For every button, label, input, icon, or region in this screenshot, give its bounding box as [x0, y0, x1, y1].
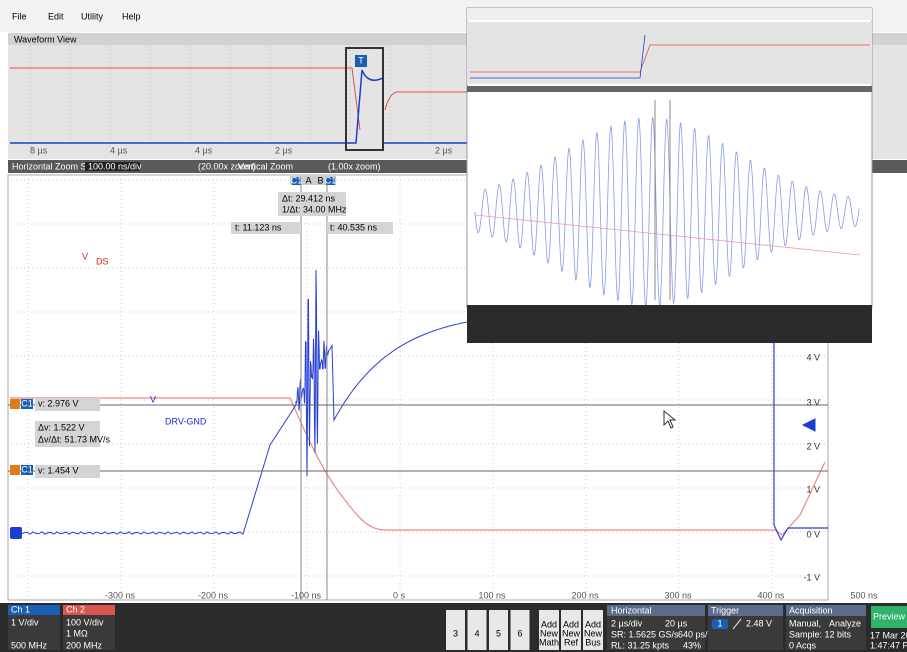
time-label: -300 ns — [105, 590, 136, 600]
badge-label: C1 — [21, 398, 33, 408]
channel-button-label[interactable]: 4 — [474, 628, 479, 638]
panel-text: 1 — [717, 618, 722, 628]
channel-button-label[interactable]: 5 — [496, 628, 501, 638]
channel-title: Ch 1 — [11, 604, 30, 614]
inset-zoom — [467, 86, 872, 92]
ch1-ground-marker — [10, 527, 22, 539]
time-label: 100 ns — [478, 590, 506, 600]
panel-title: Acquisition — [789, 605, 833, 615]
voltage-label: 4 V — [806, 352, 820, 362]
cursor-readout-text: t: 40.535 ns — [330, 222, 378, 232]
panel-text: Analyze — [829, 618, 861, 628]
cursor-readout-text: 1/Δt: 34.00 MHz — [282, 204, 347, 214]
menu-item[interactable]: Help — [122, 11, 141, 21]
panel-text: RL: 31.25 kpts — [611, 640, 670, 650]
overview-time-label: 8 µs — [30, 145, 48, 155]
add-new-label[interactable]: Bus — [585, 637, 601, 647]
signal-label: V — [150, 394, 156, 404]
panel-text: 0 Acqs — [789, 640, 817, 650]
time-label: -200 ns — [198, 590, 229, 600]
channel-setting: 1 V/div — [11, 617, 39, 627]
inset-overview — [467, 22, 872, 84]
panel-text: 43% — [683, 640, 701, 650]
channel-title: Ch 2 — [66, 604, 85, 614]
cursor-tag — [10, 399, 20, 409]
panel-text: Sample: 12 bits — [789, 629, 852, 639]
time-label: 0 s — [393, 590, 406, 600]
overview-title: Waveform View — [14, 34, 77, 44]
time-label: 300 ns — [664, 590, 692, 600]
panel-title: Trigger — [711, 605, 739, 615]
panel-text: 2.48 V — [746, 618, 772, 628]
badge-label: C1 — [291, 175, 303, 185]
add-new-label[interactable]: Math — [539, 637, 559, 647]
overview-time-label: 4 µs — [110, 145, 128, 155]
menu-item[interactable]: Utility — [81, 11, 103, 21]
channel-setting: 500 MHz — [11, 640, 48, 650]
badge-label: C1 — [21, 464, 33, 474]
menu-item[interactable]: Edit — [48, 11, 64, 21]
inset-status — [467, 305, 872, 343]
voltage-label: 0 V — [806, 529, 820, 539]
oscilloscope-screen: File Edit Utility Help Waveform View T 8 µs 4 µ… — [0, 0, 907, 652]
inset-menu — [467, 8, 872, 20]
date: 17 Mar 202 — [870, 630, 907, 640]
cursor-readout-text: t: 11.123 ns — [235, 222, 282, 232]
voltage-label: 3 V — [806, 397, 820, 407]
channel-setting: 200 MHz — [66, 640, 103, 650]
signal-label: DRV-GND — [165, 416, 207, 426]
voltage-label: 1 V — [806, 484, 820, 494]
zoom-bar-text: Vertical Zoom — [238, 161, 293, 171]
menu-item[interactable]: File — [12, 11, 27, 21]
zoom-bar-text: (1.00x zoom) — [328, 161, 381, 171]
badge-label: A — [305, 175, 311, 185]
add-new-label[interactable]: Ref — [564, 637, 579, 647]
badge-label: C1 — [325, 175, 337, 185]
signal-label: DS — [96, 256, 109, 266]
overview-time-label: 2 µs — [435, 145, 453, 155]
cursor-tag — [10, 465, 20, 475]
panel-title: Horizontal — [611, 605, 652, 615]
badge-label: B — [317, 175, 323, 185]
time-label: 200 ns — [571, 590, 599, 600]
preview-label[interactable]: Preview — [873, 611, 906, 621]
panel-text: 2 µs/div — [611, 618, 643, 628]
channel-setting: 100 V/div — [66, 617, 104, 627]
time-label: -100 ns — [291, 590, 322, 600]
time-label: 400 ns — [757, 590, 785, 600]
panel-text: 20 µs — [665, 618, 688, 628]
channel-setting: 1 MΩ — [66, 628, 88, 638]
signal-label: V — [82, 251, 88, 261]
time: 1:47:47 PM — [870, 640, 907, 650]
zoom-bar-text: 100.00 ns/div — [88, 161, 142, 171]
overview-time-label: 4 µs — [195, 145, 213, 155]
cursor-readout-text: Δt: 29.412 ns — [282, 193, 336, 203]
channel-button-label[interactable]: 6 — [517, 628, 522, 638]
voltage-label: -1 V — [803, 572, 820, 582]
time-label: 500 ns — [850, 590, 878, 600]
cursor-readout-text: v: 2.976 V — [38, 398, 79, 408]
panel-text: SR: 1.5625 GS/s — [611, 629, 679, 639]
trigger-marker-label: T — [358, 55, 364, 65]
channel-button-label[interactable]: 3 — [453, 628, 458, 638]
overview-time-label: 2 µs — [275, 145, 293, 155]
voltage-label: 2 V — [806, 441, 820, 451]
cursor-readout-text: Δv: 1.522 V — [38, 422, 85, 432]
cursor-readout-text: v: 1.454 V — [38, 465, 79, 475]
panel-text: Manual, — [789, 618, 821, 628]
cursor-readout-text: Δv/Δt: 51.73 MV/s — [38, 434, 111, 444]
